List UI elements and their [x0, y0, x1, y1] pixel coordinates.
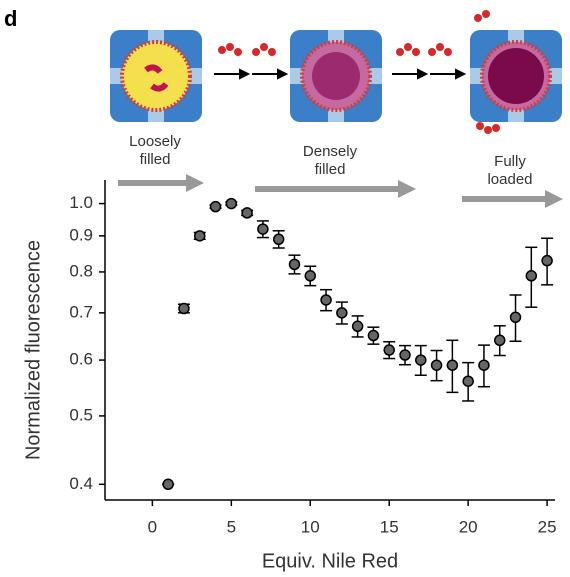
x-tick-label: 10: [301, 517, 320, 536]
x-tick-label: 20: [459, 517, 478, 536]
x-tick-label: 0: [148, 517, 157, 536]
point: [367, 329, 380, 342]
point: [415, 354, 427, 366]
point: [493, 334, 506, 347]
panel-label: d: [4, 6, 17, 31]
y-tick-label: 0.8: [69, 261, 93, 280]
x-tick-label: 25: [538, 517, 557, 536]
point: [225, 197, 238, 210]
point: [193, 230, 206, 242]
y-tick-label: 0.5: [69, 405, 93, 424]
x-tick-label: 5: [227, 517, 236, 536]
x-tick-label: 15: [380, 517, 399, 536]
illustrations: [110, 10, 563, 208]
point: [304, 270, 317, 282]
y-tick-label: 0.4: [69, 474, 93, 493]
point: [209, 200, 222, 213]
point: [288, 258, 301, 271]
y-axis-label: Normalized fluorescence: [22, 240, 44, 460]
point: [509, 311, 522, 324]
point: [478, 359, 490, 371]
x-axis-label: Equiv. Nile Red: [262, 550, 398, 572]
annotation: Loosely filled: [129, 133, 181, 168]
y-tick-label: 1.0: [69, 193, 93, 212]
point: [336, 307, 348, 319]
y-tick-label: 0.9: [69, 225, 93, 244]
point: [430, 359, 443, 371]
point: [525, 270, 538, 282]
point: [257, 223, 269, 235]
annotation: Densely filled: [303, 143, 358, 178]
point: [241, 207, 253, 219]
point: [178, 302, 190, 315]
point: [383, 344, 395, 356]
point: [541, 254, 553, 267]
point: [162, 478, 174, 491]
y-tick-label: 0.6: [69, 350, 93, 369]
point: [446, 359, 459, 371]
annotation: Fully loaded: [487, 153, 532, 188]
point: [462, 375, 474, 387]
point: [351, 320, 364, 333]
point: [272, 233, 285, 246]
y-tick-label: 0.7: [69, 302, 93, 321]
point: [399, 349, 411, 361]
point: [320, 294, 332, 306]
